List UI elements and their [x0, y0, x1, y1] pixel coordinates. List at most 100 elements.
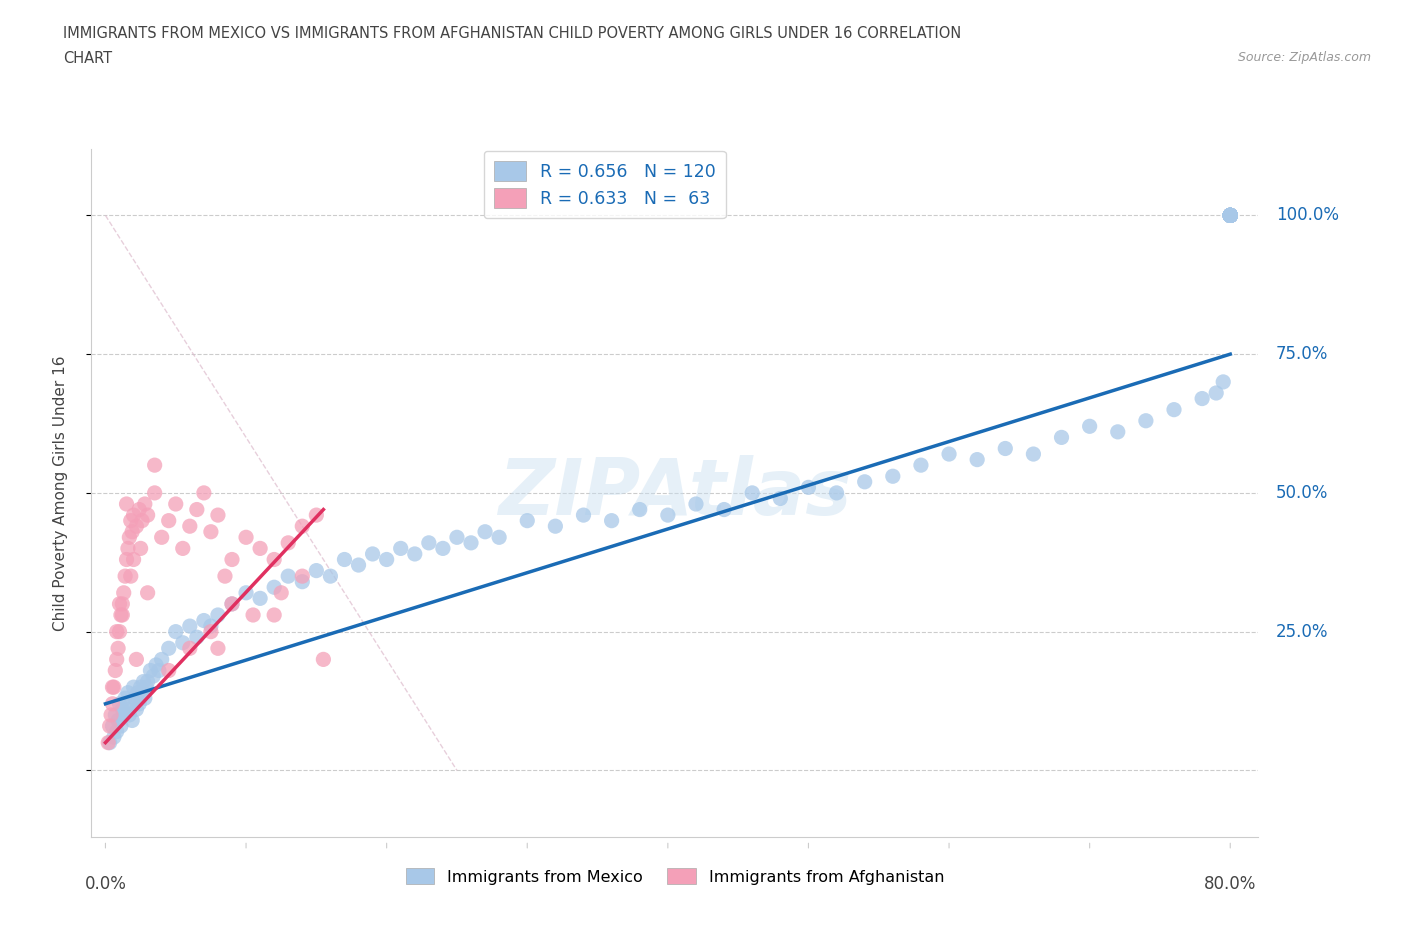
Point — [129, 541, 152, 556]
Point — [516, 513, 538, 528]
Point — [186, 630, 208, 644]
Point — [125, 519, 148, 534]
Point — [179, 641, 201, 656]
Point — [98, 736, 121, 751]
Point — [107, 713, 129, 728]
Point — [1219, 208, 1241, 223]
Point — [249, 541, 271, 556]
Point — [277, 569, 299, 584]
Text: 75.0%: 75.0% — [1275, 345, 1329, 363]
Point — [1219, 208, 1241, 223]
Point — [291, 574, 314, 589]
Point — [107, 641, 129, 656]
Point — [1205, 386, 1227, 401]
Point — [135, 680, 157, 695]
Point — [103, 730, 125, 745]
Point — [1135, 413, 1157, 428]
Point — [165, 497, 187, 512]
Point — [1219, 208, 1241, 223]
Point — [375, 552, 398, 567]
Point — [418, 536, 440, 551]
Point — [1219, 208, 1241, 223]
Point — [291, 519, 314, 534]
Point — [1219, 208, 1241, 223]
Point — [117, 685, 139, 700]
Point — [1219, 208, 1241, 223]
Point — [121, 525, 143, 539]
Point — [361, 547, 384, 562]
Point — [1219, 208, 1241, 223]
Point — [1219, 208, 1241, 223]
Point — [488, 530, 510, 545]
Point — [741, 485, 763, 500]
Point — [97, 736, 120, 751]
Text: Source: ZipAtlas.com: Source: ZipAtlas.com — [1237, 51, 1371, 64]
Point — [150, 530, 173, 545]
Text: 80.0%: 80.0% — [1204, 875, 1257, 893]
Point — [120, 697, 142, 711]
Y-axis label: Child Poverty Among Girls Under 16: Child Poverty Among Girls Under 16 — [53, 355, 67, 631]
Point — [1078, 418, 1101, 433]
Point — [1107, 424, 1129, 439]
Point — [994, 441, 1017, 456]
Point — [108, 624, 131, 639]
Point — [112, 585, 135, 600]
Point — [1219, 208, 1241, 223]
Point — [100, 708, 122, 723]
Point — [685, 497, 707, 512]
Point — [1219, 208, 1241, 223]
Point — [291, 569, 314, 584]
Point — [128, 697, 150, 711]
Point — [1219, 208, 1241, 223]
Point — [1219, 208, 1241, 223]
Point — [235, 530, 257, 545]
Point — [572, 508, 595, 523]
Point — [111, 596, 134, 611]
Point — [207, 508, 229, 523]
Point — [446, 530, 468, 545]
Point — [139, 663, 162, 678]
Point — [148, 663, 170, 678]
Point — [235, 585, 257, 600]
Point — [118, 530, 141, 545]
Point — [966, 452, 988, 467]
Point — [103, 680, 125, 695]
Point — [1219, 208, 1241, 223]
Point — [1219, 208, 1241, 223]
Point — [600, 513, 623, 528]
Point — [207, 641, 229, 656]
Point — [882, 469, 904, 484]
Point — [221, 552, 243, 567]
Point — [628, 502, 651, 517]
Point — [105, 724, 128, 739]
Point — [1219, 208, 1241, 223]
Point — [1219, 208, 1241, 223]
Point — [98, 719, 121, 734]
Point — [1219, 208, 1241, 223]
Point — [122, 680, 145, 695]
Point — [111, 702, 134, 717]
Point — [112, 708, 135, 723]
Point — [125, 652, 148, 667]
Point — [1219, 208, 1241, 223]
Point — [117, 541, 139, 556]
Point — [179, 618, 201, 633]
Point — [104, 663, 127, 678]
Point — [105, 652, 128, 667]
Point — [474, 525, 496, 539]
Point — [1050, 430, 1073, 445]
Point — [118, 708, 141, 723]
Point — [657, 508, 679, 523]
Point — [333, 552, 356, 567]
Point — [142, 669, 165, 684]
Point — [347, 558, 370, 573]
Point — [122, 552, 145, 567]
Point — [143, 458, 166, 472]
Point — [101, 697, 124, 711]
Point — [404, 547, 426, 562]
Point — [1219, 208, 1241, 223]
Point — [389, 541, 412, 556]
Point — [263, 607, 285, 622]
Point — [120, 513, 142, 528]
Text: CHART: CHART — [63, 51, 112, 66]
